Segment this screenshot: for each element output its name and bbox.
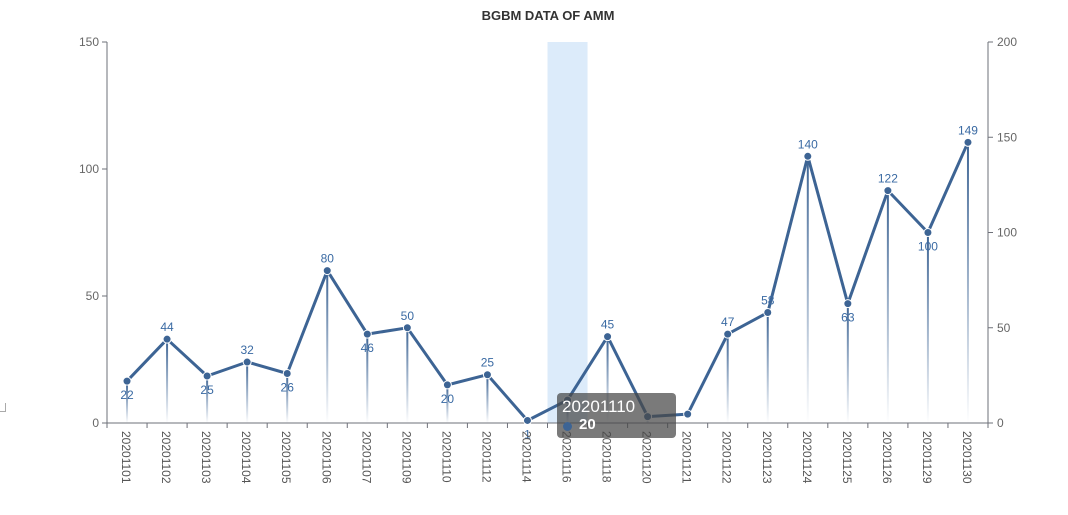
chart-title: BGBM DATA OF AMM bbox=[481, 8, 615, 23]
data-label: 58 bbox=[761, 294, 775, 308]
bar bbox=[126, 381, 129, 423]
data-label: 32 bbox=[240, 343, 254, 357]
line-point bbox=[883, 186, 893, 196]
bar bbox=[246, 362, 249, 423]
data-label: 80 bbox=[321, 252, 335, 266]
data-label: 140 bbox=[798, 137, 818, 151]
data-label: 44 bbox=[160, 320, 174, 334]
x-tick-label: 20201104 bbox=[239, 431, 253, 484]
line-point bbox=[322, 266, 332, 276]
data-label: 20 bbox=[441, 392, 455, 406]
bar bbox=[926, 232, 929, 423]
x-tick-label: 20201116 bbox=[560, 431, 574, 483]
y-right-tick-label: 50 bbox=[997, 321, 1011, 335]
data-label: 1 bbox=[524, 427, 531, 441]
line-point bbox=[362, 329, 372, 339]
x-tick-label: 20201105 bbox=[279, 431, 293, 484]
tooltip-value: 20 bbox=[579, 416, 596, 433]
bar bbox=[366, 335, 369, 423]
bar bbox=[806, 156, 809, 424]
data-label: 100 bbox=[918, 240, 938, 254]
line-point bbox=[402, 323, 412, 333]
line-point bbox=[723, 329, 733, 339]
bar bbox=[406, 327, 409, 423]
bar bbox=[446, 384, 449, 423]
data-label: 47 bbox=[721, 315, 735, 329]
series-line bbox=[125, 141, 970, 422]
line-point bbox=[963, 137, 973, 147]
y-left-tick-label: 150 bbox=[79, 35, 99, 49]
line-point bbox=[162, 334, 172, 344]
data-label: 25 bbox=[481, 356, 495, 370]
x-tick-label: 20201114 bbox=[519, 431, 533, 483]
line-point bbox=[282, 368, 292, 378]
x-tick-label: 20201121 bbox=[680, 431, 694, 484]
x-tick-label: 20201130 bbox=[960, 431, 974, 484]
line-point bbox=[522, 415, 532, 425]
tooltip: 20201110 20 bbox=[557, 393, 676, 438]
highlight-band bbox=[547, 42, 588, 423]
y-right-tick-label: 100 bbox=[997, 226, 1017, 240]
line-point bbox=[122, 376, 132, 386]
tooltip-series-dot bbox=[563, 422, 572, 431]
line-point bbox=[202, 371, 212, 381]
data-label: 63 bbox=[841, 311, 855, 325]
line-point bbox=[843, 299, 853, 309]
y-right-tick-label: 150 bbox=[997, 130, 1017, 144]
y-right-tick-label: 200 bbox=[997, 35, 1017, 49]
data-label: 45 bbox=[601, 318, 615, 332]
tooltip-title: 20201110 bbox=[562, 397, 636, 416]
data-label: 25 bbox=[200, 383, 214, 397]
bar bbox=[886, 190, 889, 423]
x-tick-label: 20201107 bbox=[359, 431, 373, 484]
line-point bbox=[603, 332, 613, 342]
line-point bbox=[803, 151, 813, 161]
x-tick-label: 20201122 bbox=[720, 431, 734, 484]
line-point bbox=[923, 228, 933, 237]
line-point bbox=[763, 308, 773, 318]
data-label: 26 bbox=[281, 380, 295, 394]
bar bbox=[606, 337, 609, 423]
bar bbox=[326, 270, 329, 423]
x-tick-label: 20201110 bbox=[439, 431, 453, 483]
bar bbox=[766, 312, 769, 423]
data-label: 22 bbox=[120, 388, 134, 402]
x-tick-label: 20201103 bbox=[199, 431, 213, 484]
data-label: 122 bbox=[878, 172, 898, 186]
x-tick-label: 20201120 bbox=[640, 431, 654, 484]
bar bbox=[966, 139, 969, 423]
x-tick-label: 20201118 bbox=[600, 431, 614, 483]
bar bbox=[846, 302, 849, 423]
x-tick-label: 20201106 bbox=[319, 431, 333, 484]
line-point bbox=[242, 357, 252, 367]
x-tick-label: 20201125 bbox=[840, 431, 854, 484]
bar bbox=[286, 373, 289, 423]
bar bbox=[486, 375, 489, 423]
y-left-tick-label: 100 bbox=[79, 162, 99, 176]
x-tick-label: 20201109 bbox=[399, 431, 413, 484]
y-left-tick-label: 0 bbox=[92, 416, 99, 430]
line-point bbox=[442, 380, 452, 390]
data-label: 50 bbox=[401, 309, 415, 323]
data-label: 46 bbox=[361, 341, 375, 355]
x-tick-label: 20201112 bbox=[479, 431, 493, 483]
edge-mark bbox=[0, 403, 6, 412]
bar bbox=[726, 333, 729, 423]
x-tick-label: 20201124 bbox=[800, 431, 814, 484]
x-tick-label: 20201123 bbox=[760, 431, 774, 484]
line-point bbox=[482, 370, 492, 380]
data-label: 149 bbox=[958, 123, 978, 137]
bar bbox=[206, 375, 209, 423]
y-left-tick-label: 50 bbox=[86, 289, 100, 303]
x-tick-label: 20201129 bbox=[920, 431, 934, 484]
x-tick-label: 20201101 bbox=[119, 431, 133, 484]
bar bbox=[166, 339, 169, 423]
line-point bbox=[683, 409, 693, 419]
x-tick-label: 20201102 bbox=[159, 431, 173, 484]
y-right-tick-label: 0 bbox=[997, 416, 1004, 430]
x-tick-label: 20201126 bbox=[880, 431, 894, 484]
